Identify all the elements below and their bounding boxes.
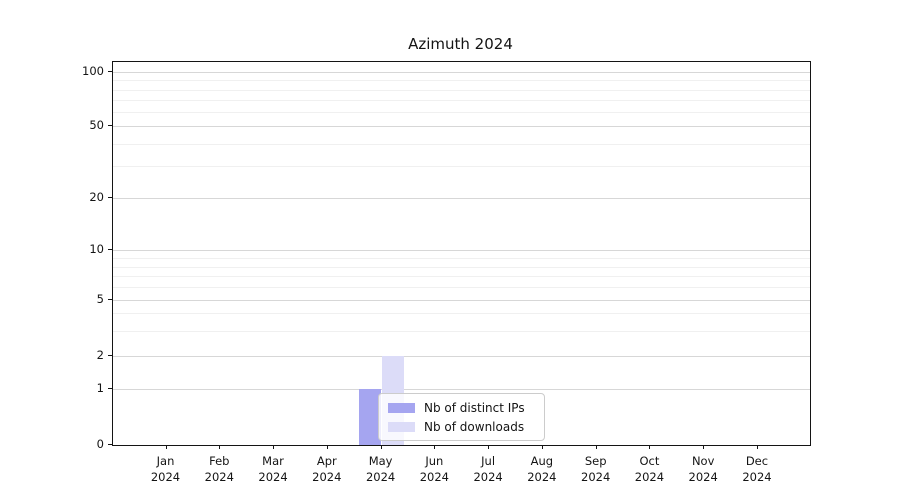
plot-area: Nb of distinct IPs Nb of downloads: [112, 61, 811, 446]
y-tick-mark: [108, 388, 112, 389]
minor-gridline: [113, 89, 810, 91]
x-tick-label: Oct 2024: [634, 454, 665, 484]
x-tick-mark: [756, 445, 758, 449]
x-tick-mark: [380, 445, 382, 449]
y-tick-mark: [108, 298, 112, 300]
major-gridline: [113, 299, 810, 301]
x-tick-mark: [595, 445, 597, 449]
y-tick-label: 10: [89, 242, 104, 256]
minor-gridline: [113, 112, 810, 113]
legend-label: Nb of distinct IPs: [424, 401, 525, 415]
major-gridline: [113, 250, 810, 251]
x-tick-label: Aug 2024: [527, 454, 557, 484]
major-gridline: [113, 126, 810, 127]
y-tick-label: 5: [96, 291, 104, 306]
legend: Nb of distinct IPs Nb of downloads: [378, 393, 545, 441]
legend-swatch-icon: [388, 403, 415, 413]
x-tick-label: Jan 2024: [150, 454, 181, 484]
minor-gridline: [113, 258, 810, 259]
y-tick-mark: [108, 354, 112, 356]
legend-label: Nb of downloads: [424, 420, 525, 434]
major-gridline: [113, 71, 810, 73]
x-tick-mark: [219, 445, 221, 449]
x-tick-label: Sep 2024: [581, 454, 611, 484]
x-tick-mark: [488, 445, 490, 449]
y-tick-mark: [108, 249, 112, 250]
x-tick-label: May 2024: [365, 454, 396, 484]
minor-gridline: [113, 275, 810, 277]
legend-entry: Nb of distinct IPs: [388, 401, 535, 415]
y-tick-mark: [108, 125, 112, 126]
major-gridline: [113, 198, 810, 199]
minor-gridline: [113, 143, 810, 145]
x-tick-mark: [434, 445, 436, 449]
y-tick-label: 100: [82, 63, 104, 78]
minor-gridline: [113, 100, 810, 101]
x-tick-mark: [649, 445, 651, 449]
x-tick-mark: [273, 445, 275, 449]
y-tick-mark: [108, 444, 112, 445]
x-tick-label: Apr 2024: [312, 454, 342, 484]
x-tick-label: Dec 2024: [742, 454, 772, 484]
x-tick-label: Feb 2024: [204, 454, 234, 484]
legend-entry: Nb of downloads: [388, 420, 535, 434]
minor-gridline: [113, 331, 810, 332]
minor-gridline: [113, 286, 810, 288]
bar-nb-of-distinct-ips: [358, 389, 381, 445]
chart-title: Azimuth 2024: [408, 35, 513, 53]
legend-swatch-icon: [388, 422, 415, 432]
x-tick-mark: [703, 445, 705, 449]
x-tick-mark: [541, 445, 543, 449]
minor-gridline: [113, 266, 810, 268]
minor-gridline: [113, 313, 810, 314]
x-tick-label: Mar 2024: [258, 454, 288, 484]
y-tick-label: 2: [96, 347, 104, 362]
x-tick-label: Jun 2024: [419, 454, 449, 484]
x-tick-label: Jul 2024: [473, 454, 503, 484]
major-gridline: [113, 355, 810, 357]
y-tick-label: 50: [89, 118, 104, 132]
x-tick-mark: [326, 445, 328, 449]
y-tick-label: 0: [96, 437, 104, 451]
y-tick-mark: [108, 70, 112, 72]
y-tick-mark: [108, 197, 112, 198]
x-tick-mark: [165, 445, 167, 449]
y-tick-label: 20: [89, 190, 104, 204]
y-tick-label: 1: [96, 381, 104, 395]
minor-gridline: [113, 80, 810, 81]
major-gridline: [113, 389, 810, 390]
x-tick-label: Nov 2024: [688, 454, 718, 484]
minor-gridline: [113, 166, 810, 167]
